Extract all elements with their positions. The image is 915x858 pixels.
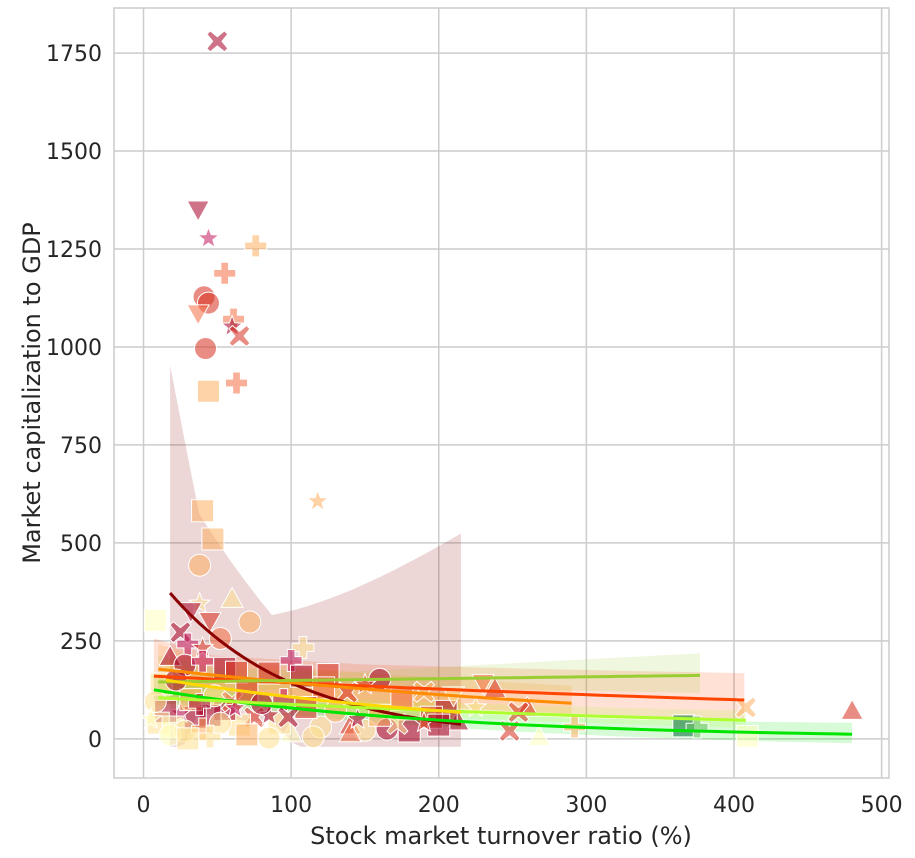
data-point [228,324,251,348]
plot-frame [113,7,890,779]
fit-line [158,667,572,705]
data-point [527,724,551,747]
data-point [191,649,215,673]
data-point [194,337,218,361]
data-point [201,527,225,551]
y-tick-label: 500 [60,532,102,557]
data-point [225,371,249,395]
data-point [164,668,188,692]
data-point [338,720,363,743]
data-point [143,608,167,632]
fit-lines [153,592,853,736]
data-point [685,715,709,739]
y-axis-label: Market capitalization to GDP [18,222,46,564]
x-tick-label: 500 [861,793,903,818]
y-tick-label: 1000 [46,336,102,361]
data-point [235,723,259,747]
data-point [213,261,237,285]
y-tick-label: 0 [88,728,102,753]
data-point [186,200,210,222]
x-tick-labels: 0 100 200 300 400 500 [137,793,903,818]
data-point [198,611,222,634]
data-point [196,225,221,249]
fit-line [158,673,701,684]
data-point [143,690,167,714]
x-tick-label: 200 [418,793,460,818]
data-point [291,636,315,660]
data-point [198,725,222,749]
x-tick-label: 300 [565,793,607,818]
y-tick-label: 1750 [46,42,102,67]
data-point [427,713,451,737]
data-point [238,610,262,634]
data-point [139,706,163,730]
x-tick-label: 100 [270,793,312,818]
y-tick-label: 1500 [46,140,102,165]
data-point [301,725,325,749]
data-point [223,695,247,719]
x-tick-label: 0 [137,793,151,818]
data-point [186,304,210,326]
data-point [220,586,244,608]
fit-line [153,688,853,736]
x-axis-label: Stock market turnover ratio (%) [310,822,692,850]
data-point [734,696,757,719]
data-point [244,234,268,258]
x-tick-label: 400 [713,793,755,818]
y-tick-label: 1250 [46,238,102,263]
y-tick-labels: 0 250 500 750 1000 1250 1500 1750 [46,42,102,753]
data-point [257,726,281,750]
data-point [277,706,300,729]
data-point [176,632,200,656]
fit-confidence-band [170,365,461,747]
data-point [191,499,215,523]
data-point [305,488,330,512]
data-point [188,553,212,577]
y-tick-label: 250 [60,630,102,655]
data-point [735,724,759,748]
data-point [176,727,200,751]
grid [114,8,889,778]
data-point [840,698,864,720]
data-point [206,30,229,53]
y-tick-label: 750 [60,434,102,459]
fit-line [165,678,462,714]
data-point [196,379,220,403]
